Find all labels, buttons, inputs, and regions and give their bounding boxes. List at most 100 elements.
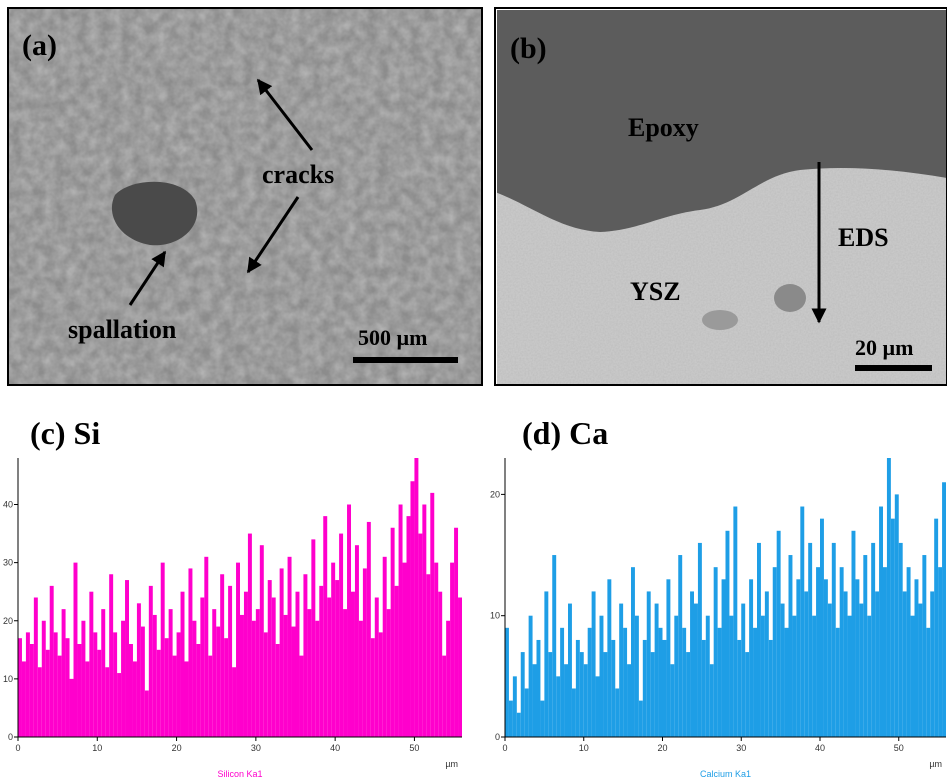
bar <box>42 621 46 737</box>
bar <box>93 632 97 737</box>
y-tick-label: 30 <box>3 558 13 568</box>
pore <box>774 284 806 312</box>
y-tick-label: 0 <box>495 732 500 742</box>
bar <box>505 628 509 737</box>
annotation: EDS <box>838 223 889 252</box>
scale-bar-label: 500 µm <box>358 325 428 350</box>
bar <box>137 603 141 737</box>
bar <box>113 632 117 737</box>
bar <box>796 579 800 737</box>
bar <box>643 640 647 737</box>
bar <box>651 652 655 737</box>
bar <box>828 604 832 737</box>
bar <box>109 574 113 737</box>
scale-bar-label: 20 µm <box>855 335 914 360</box>
bar <box>777 531 781 737</box>
x-tick-label: 50 <box>894 743 904 753</box>
bar <box>891 519 895 737</box>
bar <box>623 628 627 737</box>
bar <box>844 591 848 737</box>
bar <box>276 644 280 737</box>
bar <box>706 616 710 737</box>
bar <box>533 664 537 737</box>
bar <box>244 592 248 737</box>
bar <box>367 522 371 737</box>
annotation: spallation <box>68 315 177 344</box>
bar <box>30 644 34 737</box>
bar <box>46 650 50 737</box>
bar <box>619 604 623 737</box>
bar <box>403 563 407 737</box>
bar <box>521 652 525 737</box>
bar <box>256 609 260 737</box>
bar <box>284 615 288 737</box>
bar <box>101 609 105 737</box>
bar <box>808 543 812 737</box>
bar <box>647 591 651 737</box>
bar <box>938 567 942 737</box>
bar <box>399 505 403 738</box>
bar <box>105 667 109 737</box>
bar <box>800 507 804 737</box>
bar <box>694 604 698 737</box>
bar <box>81 621 85 737</box>
bar <box>224 638 228 737</box>
y-tick-label: 40 <box>3 500 13 510</box>
x-tick-label: 50 <box>409 743 419 753</box>
bar <box>529 616 533 737</box>
bar <box>729 616 733 737</box>
bar <box>702 640 706 737</box>
x-tick-label: 10 <box>579 743 589 753</box>
bar <box>181 592 185 737</box>
bar <box>38 667 42 737</box>
x-tick-label: 20 <box>657 743 667 753</box>
bar <box>410 481 414 737</box>
bar <box>922 555 926 737</box>
bar <box>204 557 208 737</box>
bar <box>840 567 844 737</box>
bar <box>883 567 887 737</box>
y-tick-label: 10 <box>3 674 13 684</box>
bar <box>50 586 54 737</box>
x-tick-label: 30 <box>736 743 746 753</box>
bar <box>54 632 58 737</box>
bar <box>855 579 859 737</box>
bar <box>335 580 339 737</box>
figure: (a) cracks spallation 500 µm (b) Epoxy E… <box>0 0 947 781</box>
bar <box>303 574 307 737</box>
bar <box>556 676 560 737</box>
bar <box>458 598 462 738</box>
bar <box>391 528 395 737</box>
bar <box>852 531 856 737</box>
bar <box>552 555 556 737</box>
bar <box>58 656 62 737</box>
bar <box>781 604 785 737</box>
bar <box>117 673 121 737</box>
bar <box>434 563 438 737</box>
bar <box>240 615 244 737</box>
bar <box>252 621 256 737</box>
bar <box>149 586 153 737</box>
bar <box>264 632 268 737</box>
bar <box>509 701 513 737</box>
bar <box>812 616 816 737</box>
bar <box>627 664 631 737</box>
bar <box>323 516 327 737</box>
bar <box>714 567 718 737</box>
bar <box>280 568 284 737</box>
bar <box>804 591 808 737</box>
bar <box>930 591 934 737</box>
legend-label: Silicon Ka1 <box>217 769 262 779</box>
bar <box>307 609 311 737</box>
bar <box>871 543 875 737</box>
bar <box>733 507 737 737</box>
bar <box>355 545 359 737</box>
bar <box>426 574 430 737</box>
bar <box>718 628 722 737</box>
bar <box>248 534 252 737</box>
bar <box>631 567 635 737</box>
bar <box>66 638 70 737</box>
bar <box>690 591 694 737</box>
bar <box>422 505 426 738</box>
bar <box>568 604 572 737</box>
